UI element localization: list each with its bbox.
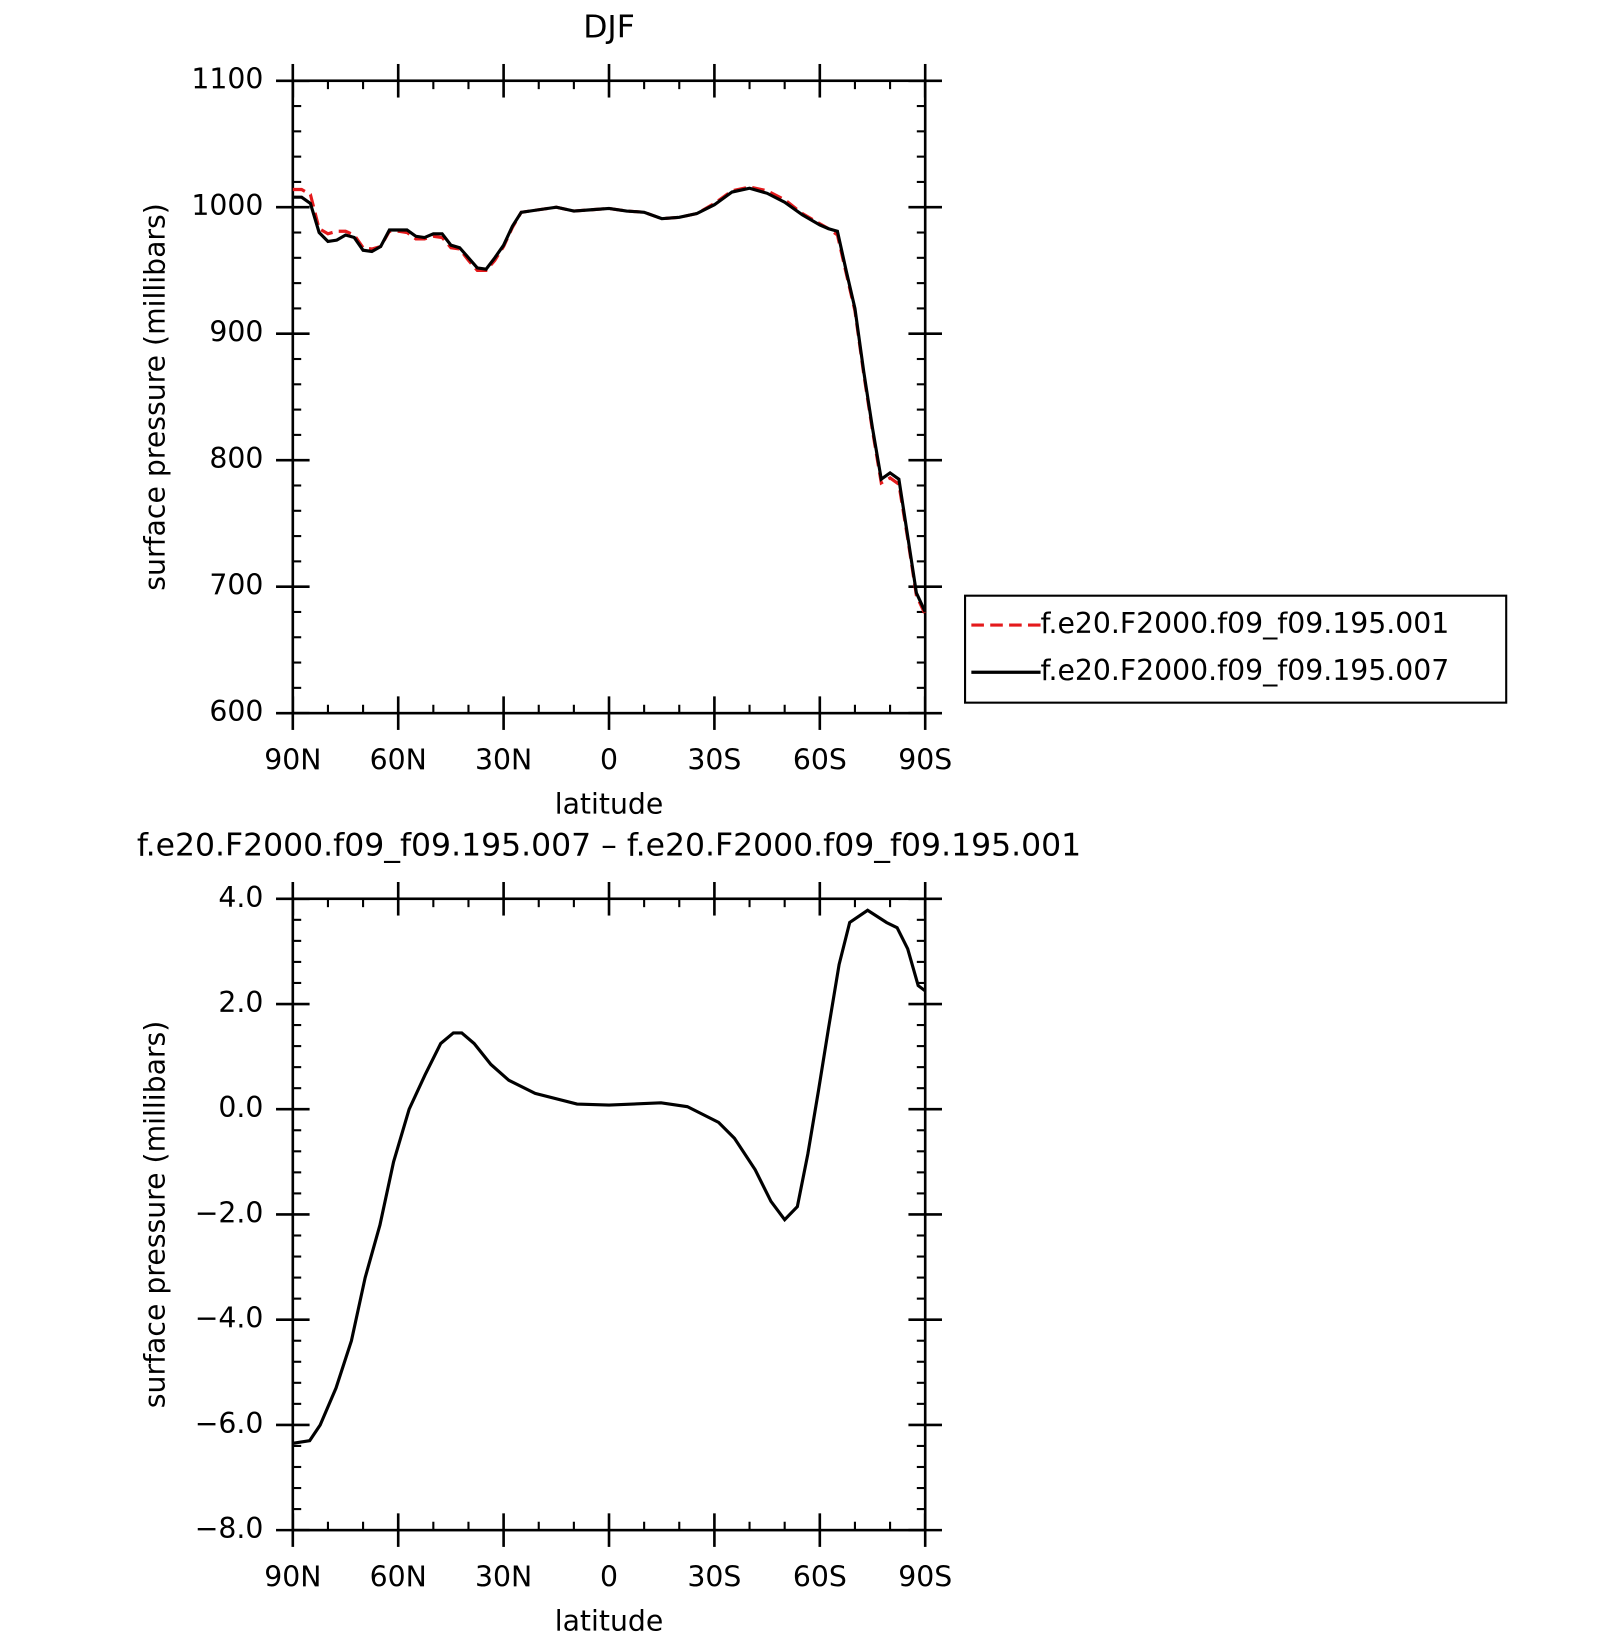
x-tick-label: 60N: [370, 743, 427, 776]
x-tick-label: 90S: [898, 743, 952, 776]
data-line: [292, 908, 927, 1445]
y-tick-label: 700: [209, 569, 263, 602]
y-axis-label: surface pressure (millibars): [138, 1021, 171, 1409]
x-tick-label: 30N: [475, 743, 532, 776]
x-tick-label: 60N: [370, 1560, 427, 1593]
x-axis-label: latitude: [555, 787, 664, 820]
data-line: [292, 185, 927, 616]
y-axis-label: surface pressure (millibars): [138, 203, 171, 591]
y-tick-label: 1000: [191, 189, 263, 222]
x-tick-label: 30S: [687, 1560, 741, 1593]
chart-title: DJF: [583, 9, 635, 45]
x-axis-label: latitude: [555, 1604, 664, 1635]
y-tick-label: 600: [209, 695, 263, 728]
chart-title: f.e20.F2000.f09_f09.195.007 – f.e20.F200…: [137, 827, 1081, 863]
y-tick-label: 800: [209, 442, 263, 475]
y-tick-label: −4.0: [195, 1302, 264, 1335]
x-tick-label: 0: [600, 1560, 618, 1593]
y-tick-label: 4.0: [218, 881, 263, 914]
x-tick-label: 30N: [475, 1560, 532, 1593]
y-tick-label: 1100: [191, 63, 263, 96]
y-tick-label: 900: [209, 316, 263, 349]
y-tick-label: 0.0: [218, 1091, 263, 1124]
x-tick-label: 90N: [264, 1560, 321, 1593]
x-tick-label: 60S: [793, 1560, 847, 1593]
legend: f.e20.F2000.f09_f09.195.001 f.e20.F2000.f…: [964, 594, 1508, 704]
y-tick-label: −6.0: [195, 1407, 264, 1440]
plot-frame: [291, 897, 927, 1532]
x-tick-label: 0: [600, 743, 618, 776]
data-line: [292, 186, 927, 613]
x-tick-label: 30S: [687, 743, 741, 776]
legend-label: f.e20.F2000.f09_f09.195.007: [1041, 654, 1450, 687]
x-tick-label: 60S: [793, 743, 847, 776]
plot-frame: [291, 79, 927, 715]
y-tick-label: −8.0: [195, 1512, 264, 1545]
y-tick-label: −2.0: [195, 1196, 264, 1229]
legend-label: f.e20.F2000.f09_f09.195.001: [1041, 607, 1450, 640]
x-tick-label: 90S: [898, 1560, 952, 1593]
x-tick-label: 90N: [264, 743, 321, 776]
y-tick-label: 2.0: [218, 986, 263, 1019]
legend-box: [964, 594, 1508, 704]
